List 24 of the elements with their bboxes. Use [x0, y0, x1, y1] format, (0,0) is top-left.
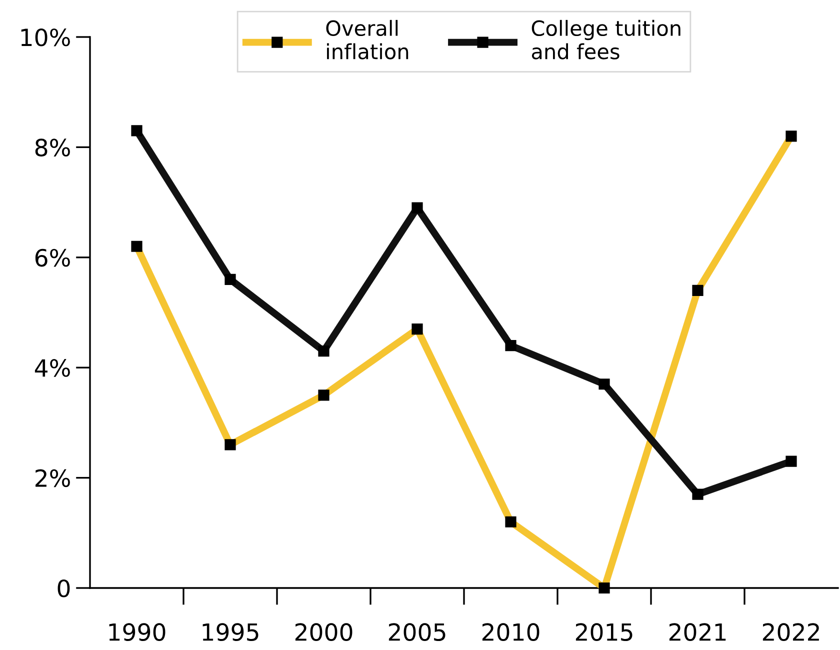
- legend-label: College tuition and fees: [532, 20, 680, 60]
- legend-label: Overall inflation: [326, 20, 408, 60]
- point: [692, 488, 704, 500]
- point: [786, 456, 797, 467]
- y-tick-label: 0: [58, 579, 70, 598]
- y-tick-label: 2%: [36, 469, 70, 488]
- point: [131, 125, 142, 136]
- x-tick-label: 2005: [388, 623, 446, 641]
- point: [318, 346, 330, 357]
- point: [412, 202, 423, 214]
- y-tick-label: 6%: [35, 248, 70, 267]
- x-tick-label: 2022: [762, 623, 819, 641]
- x-tick-label: 1995: [202, 623, 258, 641]
- y-tick-label: 10%: [21, 28, 70, 46]
- x-tick-label: 2010: [482, 623, 540, 641]
- x-tick-label: 2015: [576, 623, 632, 641]
- point: [505, 340, 516, 352]
- point: [224, 274, 236, 285]
- y-tick-label: 4%: [34, 359, 70, 377]
- x-tick-label: 1990: [109, 623, 166, 641]
- y-tick-label: 8%: [35, 138, 70, 157]
- x-tick-label: 2000: [295, 623, 352, 641]
- point: [598, 378, 610, 390]
- x-tick-label: 2021: [669, 623, 726, 641]
